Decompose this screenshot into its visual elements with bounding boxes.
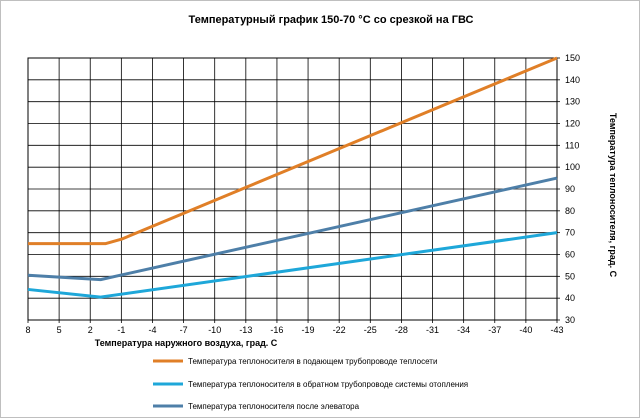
y-tick-label: 90 (565, 184, 575, 194)
series-line-1 (28, 56, 558, 246)
y-tick-label: 140 (565, 75, 580, 85)
y-tick-label: 70 (565, 228, 575, 238)
series-line-3 (27, 176, 558, 282)
y-tick-label: 60 (565, 250, 575, 260)
x-tick-label: 2 (88, 325, 93, 335)
series-line-2 (27, 231, 558, 299)
y-tick-label: 130 (565, 97, 580, 107)
x-tick-label: -10 (208, 325, 221, 335)
y-tick-label: 120 (565, 119, 580, 129)
x-tick-label: -43 (550, 325, 563, 335)
y-tick-label: 150 (565, 53, 580, 63)
x-tick-label: -19 (302, 325, 315, 335)
y-tick-label: 100 (565, 162, 580, 172)
x-tick-label: -4 (148, 325, 156, 335)
x-tick-label: -16 (270, 325, 283, 335)
x-tick-label: -34 (457, 325, 470, 335)
x-tick-label: -13 (239, 325, 252, 335)
y-tick-label: 50 (565, 271, 575, 281)
x-tick-label: -25 (364, 325, 377, 335)
legend-label-3: Температура теплоносителя после элеватор… (188, 402, 360, 411)
x-tick-label: -1 (117, 325, 125, 335)
x-tick-label: -31 (426, 325, 439, 335)
y-axis-label: Температура теплоносителя, град. С (608, 113, 618, 278)
x-tick-label: -28 (395, 325, 408, 335)
y-tick-label: 80 (565, 206, 575, 216)
legend-label-2: Температура теплоносителя в обратном тру… (188, 380, 468, 389)
axes: 8 5 2 -1 -4 -7 -10 -13 -16 -19 -22 -25 -28 -31 -34 -37 -… (25, 53, 580, 335)
grid (27, 57, 558, 321)
x-tick-label: -37 (488, 325, 501, 335)
x-tick-label: -22 (333, 325, 346, 335)
x-tick-label: 5 (57, 325, 62, 335)
series-lines (27, 56, 558, 299)
legend: Температура теплоносителя в подающем тру… (153, 357, 468, 411)
x-tick-label: -40 (519, 325, 532, 335)
x-tick-label: 8 (25, 325, 30, 335)
y-tick-label: 110 (565, 140, 579, 150)
chart-title: Температурный график 150-70 °C со срезко… (189, 14, 474, 26)
y-tick-label: 30 (565, 315, 575, 325)
x-tick-label: -7 (180, 325, 188, 335)
legend-label-1: Температура теплоносителя в подающем тру… (188, 357, 437, 366)
x-axis-label: Температура наружного воздуха, град. С (95, 338, 278, 348)
y-tick-label: 40 (565, 293, 575, 303)
